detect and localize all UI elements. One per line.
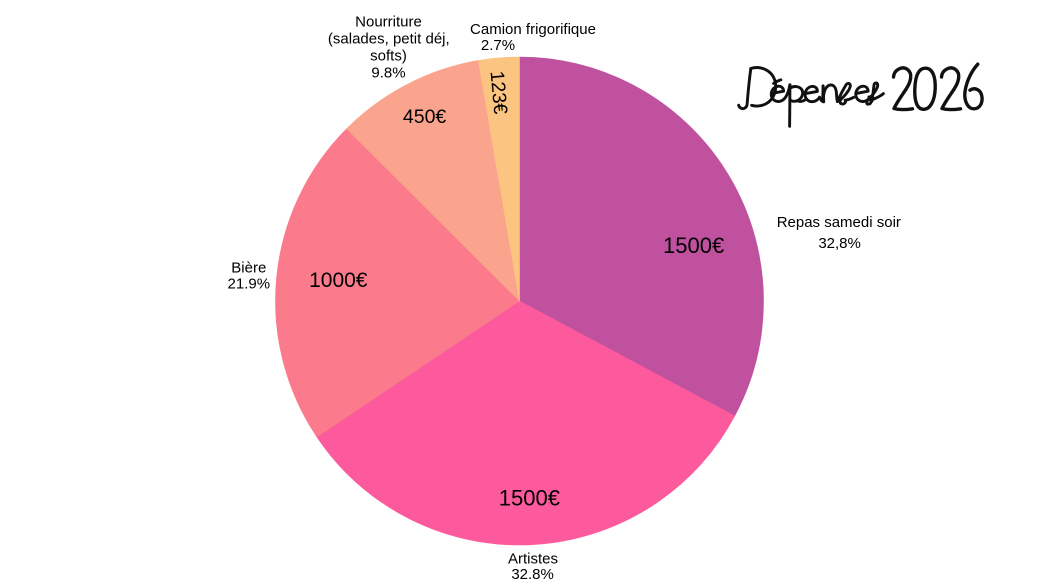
svg-text:21.9%: 21.9% — [228, 276, 271, 293]
svg-text:Camion frigorifique: Camion frigorifique — [470, 21, 596, 38]
svg-text:1000€: 1000€ — [309, 269, 368, 292]
svg-text:Nourriture: Nourriture — [355, 14, 422, 31]
svg-text:Repas samedi soir: Repas samedi soir — [777, 214, 901, 231]
svg-text:softs): softs) — [370, 47, 407, 64]
svg-text:32,8%: 32,8% — [818, 235, 861, 252]
svg-text:Artistes: Artistes — [508, 550, 558, 567]
svg-text:(salades, petit déj,: (salades, petit déj, — [328, 31, 450, 48]
svg-text:9.8%: 9.8% — [371, 65, 405, 82]
svg-text:2.7%: 2.7% — [481, 37, 515, 54]
svg-text:32.8%: 32.8% — [511, 566, 554, 583]
svg-text:1500€: 1500€ — [499, 486, 560, 511]
svg-text:123€: 123€ — [486, 70, 512, 115]
svg-text:1500€: 1500€ — [663, 233, 724, 258]
svg-text:Bière: Bière — [231, 260, 266, 277]
svg-text:450€: 450€ — [403, 106, 447, 128]
